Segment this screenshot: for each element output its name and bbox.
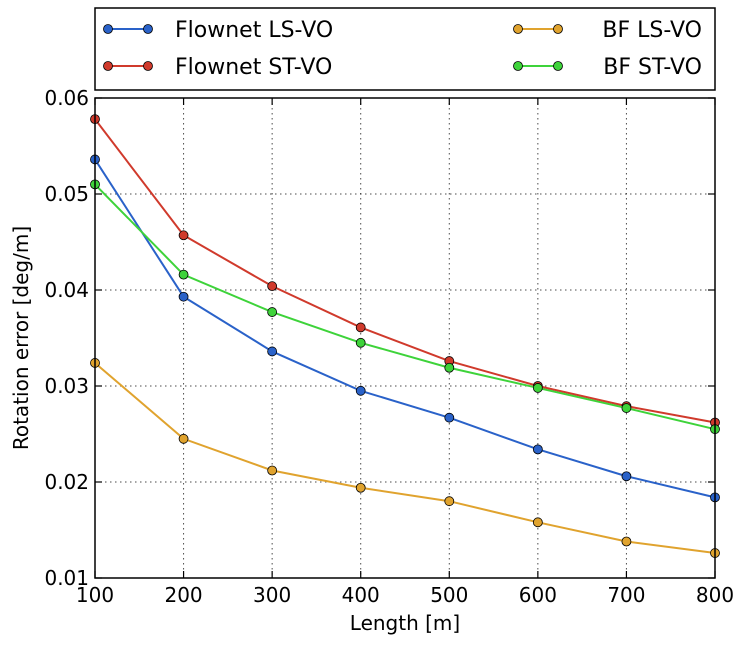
data-point: [267, 307, 278, 317]
series-bf-st-vo: [90, 179, 720, 435]
data-point: [355, 385, 366, 396]
data-point: [267, 346, 278, 357]
legend-entry: BF LS-VO: [513, 18, 702, 43]
series-line: [94, 362, 716, 555]
legend-marker: [513, 61, 523, 71]
x-tick-label: 800: [696, 583, 734, 607]
legend-entry: Flownet LS-VO: [103, 18, 333, 43]
y-tick-label: 0.02: [44, 470, 89, 494]
x-tick-label: 100: [76, 583, 114, 607]
y-tick-label: 0.03: [44, 374, 89, 398]
data-point: [178, 433, 189, 444]
legend-label: BF ST-VO: [603, 55, 702, 80]
y-tick-label: 0.01: [44, 566, 89, 590]
data-point: [355, 482, 366, 493]
data-point: [532, 517, 543, 528]
legend-marker: [143, 24, 153, 34]
y-tick-label: 0.04: [44, 278, 89, 302]
data-point: [532, 383, 543, 393]
series-bf-ls-vo: [90, 358, 720, 558]
x-tick-label: 500: [430, 583, 468, 607]
series-line: [94, 158, 716, 499]
data-point: [178, 230, 189, 241]
x-tick-label: 300: [253, 583, 291, 607]
data-point: [178, 291, 189, 302]
data-point: [621, 536, 632, 547]
legend-marker: [103, 61, 113, 71]
legend-entry: BF ST-VO: [513, 55, 702, 80]
legend-label: Flownet ST-VO: [175, 55, 332, 80]
y-tick-label: 0.05: [44, 182, 89, 206]
x-tick-label: 700: [607, 583, 645, 607]
plot-frame: [94, 97, 716, 579]
data-point: [532, 444, 543, 455]
legend-entry: Flownet ST-VO: [103, 55, 332, 80]
legend-marker: [553, 61, 563, 71]
legend-marker: [103, 24, 113, 34]
grid: [95, 98, 715, 578]
legend-label: BF LS-VO: [602, 18, 702, 43]
y-tick-label: 0.06: [44, 86, 89, 110]
data-point: [355, 322, 366, 333]
legend-marker: [513, 24, 523, 34]
x-tick-label: 200: [164, 583, 202, 607]
series-flownet-ls-vo: [90, 154, 720, 503]
data-point: [267, 281, 278, 292]
x-tick-label: 600: [519, 583, 557, 607]
x-axis-title: Length [m]: [350, 611, 460, 635]
legend-label: Flownet LS-VO: [175, 18, 333, 43]
data-point: [178, 269, 189, 280]
legend-marker: [143, 61, 153, 71]
series-line: [94, 118, 716, 424]
data-point: [444, 496, 455, 507]
x-tick-label: 400: [342, 583, 380, 607]
series-layer: [90, 114, 720, 558]
y-axis-title: Rotation error [deg/m]: [9, 226, 33, 450]
data-point: [444, 412, 455, 423]
data-point: [621, 403, 632, 413]
legend-box: [94, 7, 716, 91]
ticks: 100 200 300 400 500 600 700 800 0.01 0.02 0.03 0.04…: [44, 86, 734, 607]
data-point: [355, 337, 366, 348]
data-point: [621, 471, 632, 482]
legend-marker: [553, 24, 563, 34]
legend: Flownet LS-VO Flownet ST-VO BF LS-VO BF ST-…: [94, 7, 716, 91]
data-point: [267, 465, 278, 476]
data-point: [444, 362, 455, 373]
series-line: [94, 183, 716, 431]
